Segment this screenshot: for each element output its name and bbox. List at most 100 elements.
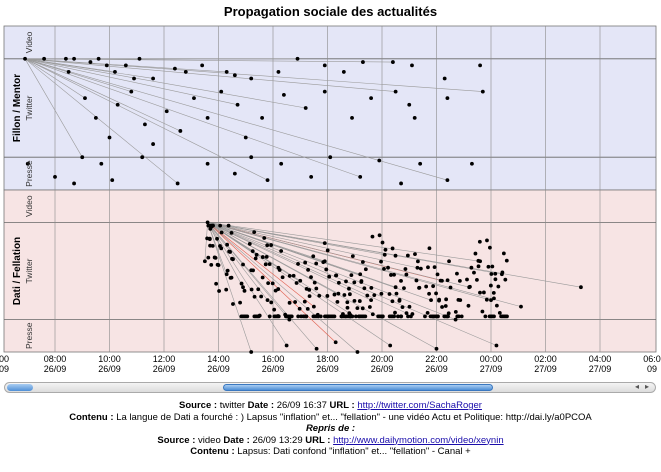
data-point [249, 76, 254, 81]
data-point [307, 287, 312, 292]
data-point [485, 238, 489, 243]
data-point [393, 89, 398, 94]
data-point [311, 254, 316, 259]
x-tick-time: 12:00 [153, 354, 176, 364]
data-point [249, 287, 254, 292]
data-point [227, 249, 232, 254]
data-point [418, 161, 423, 166]
data-point [219, 89, 224, 94]
data-point [254, 252, 259, 257]
data-point [380, 240, 385, 245]
data-point [309, 275, 313, 279]
x-tick-date: 26/09 [425, 364, 448, 374]
propagation-link [24, 58, 154, 79]
data-point [394, 291, 399, 296]
data-point [488, 245, 492, 250]
x-tick-date: 26/09 [153, 364, 176, 374]
scroll-left-arrow-icon[interactable]: ◂ [635, 382, 640, 391]
data-point [230, 256, 234, 261]
data-point [304, 314, 309, 319]
data-point [279, 161, 284, 166]
data-point [314, 286, 319, 291]
origin-source-label: Source : [157, 434, 196, 446]
data-point [363, 314, 368, 319]
data-point [225, 242, 230, 247]
propagation-link [24, 58, 361, 178]
x-tick-time: 20:00 [371, 354, 394, 364]
data-point [225, 268, 230, 273]
item-details: Source : twitter Date : 26/09 16:37 URL … [0, 400, 661, 458]
propagation-link [207, 222, 481, 262]
data-point [459, 314, 464, 319]
data-point [480, 89, 485, 94]
data-point [211, 223, 215, 228]
data-point [336, 280, 341, 285]
data-point [393, 285, 398, 290]
x-tick-date: 26/09 [44, 364, 67, 374]
data-point [269, 300, 274, 305]
data-point [476, 264, 481, 269]
data-point [383, 247, 388, 252]
data-point [245, 314, 250, 319]
data-point [504, 258, 509, 263]
row-label: Twitter [24, 258, 34, 283]
url-label: URL : [329, 400, 355, 411]
data-point [445, 96, 450, 101]
origin-url-link[interactable]: http://www.dailymotion.com/video/xeynin [333, 434, 504, 446]
propagation-link [24, 58, 306, 109]
group-label: Fillon / Mentor [12, 74, 23, 142]
row-label: Presse [24, 160, 34, 187]
data-point [296, 262, 300, 266]
data-point [241, 262, 245, 267]
source-url-link[interactable]: http://twitter.com/SachaRoger [357, 400, 482, 411]
data-point [266, 281, 271, 286]
data-point [369, 286, 374, 290]
propagation-link [207, 222, 470, 288]
data-point [253, 256, 258, 261]
timeline-scrollbar[interactable]: ◂ ▸ [4, 382, 656, 393]
data-point [407, 102, 412, 107]
data-point [264, 254, 269, 259]
data-point [404, 311, 409, 316]
data-point [399, 181, 403, 186]
data-point [328, 155, 333, 160]
data-point [370, 312, 375, 317]
data-point [23, 56, 27, 61]
data-point [231, 302, 235, 306]
content-label: Contenu : [69, 411, 114, 423]
data-point [434, 346, 439, 351]
data-point [390, 246, 395, 251]
data-point [267, 314, 272, 319]
propagation-link [207, 222, 391, 346]
propagation-link [207, 222, 358, 353]
data-point [429, 298, 433, 303]
data-point [369, 96, 373, 101]
data-point [224, 272, 229, 277]
data-point [355, 306, 360, 311]
data-point [446, 314, 450, 319]
data-point [218, 244, 222, 248]
data-point [296, 314, 301, 319]
x-tick-date: 27/09 [534, 364, 557, 374]
data-point [481, 290, 486, 295]
data-point [426, 265, 430, 270]
data-point [492, 296, 496, 301]
data-point [115, 102, 120, 107]
scroll-right-arrow-icon[interactable]: ▸ [645, 382, 650, 391]
row-label: Twitter [24, 95, 34, 120]
data-point [388, 343, 393, 348]
data-point [164, 109, 169, 114]
data-point [336, 291, 341, 296]
data-point [434, 291, 438, 296]
date-label: Date : [247, 400, 275, 411]
data-point [226, 223, 231, 228]
scrollbar-left-cap [7, 384, 33, 391]
data-point [256, 314, 261, 319]
data-point [389, 273, 393, 277]
data-point [496, 284, 501, 289]
data-point [493, 271, 498, 276]
propagation-link [207, 222, 244, 288]
data-point [241, 285, 245, 290]
scrollbar-thumb[interactable] [223, 384, 493, 391]
data-point [263, 262, 268, 267]
